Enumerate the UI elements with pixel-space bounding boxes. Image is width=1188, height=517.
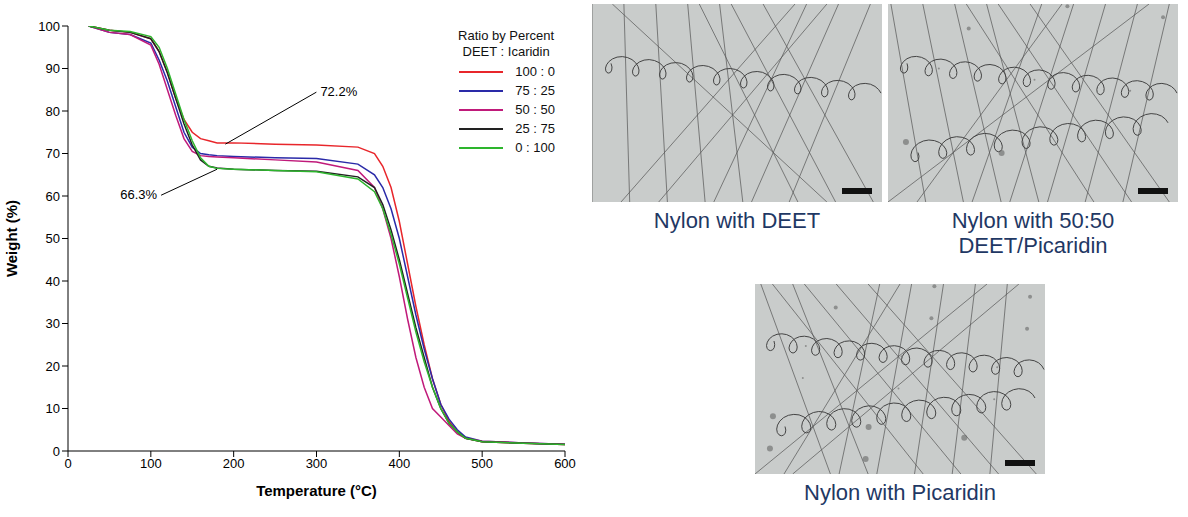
svg-text:40: 40 [46,274,60,289]
svg-text:72.2%: 72.2% [320,84,357,99]
svg-text:300: 300 [306,456,328,471]
svg-text:80: 80 [46,104,60,119]
svg-text:10: 10 [46,401,60,416]
svg-text:100: 100 [140,456,162,471]
html-text:Nylon with Picaridin: Nylon with Picaridin [804,480,996,505]
svg-text:100: 100 [38,19,60,34]
svg-text:0: 0 [64,456,71,471]
html-text:Ratio by Percent: Ratio by Percent [458,28,555,43]
html-text:DEET : Icaridin: DEET : Icaridin [462,44,550,59]
html-text:100 : 0: 100 : 0 [515,64,555,79]
svg-text:Weight (%): Weight (%) [3,200,20,277]
svg-text:66.3%: 66.3% [120,187,157,202]
html-text:50 : 50: 50 : 50 [515,102,555,117]
html-text:Nylon with 50:50 DEET/Picaridi: Nylon with 50:50 DEET/Picaridin [951,208,1115,258]
svg-text:70: 70 [46,146,60,161]
html-text:Nylon with DEET: Nylon with DEET [653,208,821,233]
svg-text:60: 60 [46,189,60,204]
svg-text:0: 0 [53,444,60,459]
svg-text:Temperature (°C): Temperature (°C) [256,482,377,499]
svg-text:200: 200 [223,456,245,471]
svg-text:600: 600 [554,456,576,471]
svg-text:30: 30 [46,316,60,331]
html-text:25 : 75: 25 : 75 [515,121,555,136]
svg-text:50: 50 [46,231,60,246]
svg-text:500: 500 [471,456,493,471]
svg-text:400: 400 [388,456,410,471]
svg-text:20: 20 [46,359,60,374]
svg-text:90: 90 [46,61,60,76]
html-text:0 : 100: 0 : 100 [515,140,555,155]
html-text:75 : 25: 75 : 25 [515,83,555,98]
